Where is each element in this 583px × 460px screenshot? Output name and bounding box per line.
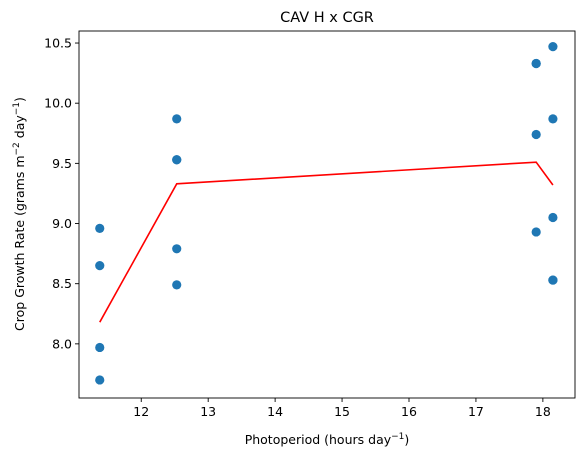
data-point [172, 114, 182, 124]
y-tick-label: 10.5 [44, 36, 72, 51]
data-point [531, 227, 541, 237]
y-axis-label: Crop Growth Rate (grams m−2 day−1) [12, 97, 27, 331]
y-tick-label: 8.5 [52, 276, 72, 291]
data-point [531, 129, 541, 140]
data-point [172, 280, 182, 290]
data-point [95, 223, 105, 233]
x-tick-label: 14 [267, 404, 283, 419]
data-point [548, 275, 558, 285]
data-point [548, 42, 558, 52]
x-tick-label: 18 [535, 404, 551, 419]
x-tick-label: 15 [334, 404, 350, 419]
plot-area [78, 30, 576, 399]
data-point [548, 114, 558, 124]
trend-line [99, 161, 554, 323]
data-point [172, 155, 182, 165]
data-point [95, 342, 105, 353]
y-tick-label: 10.0 [44, 96, 72, 111]
data-point [95, 261, 105, 271]
chart-title: CAV H x CGR [280, 10, 374, 26]
data-points [95, 42, 558, 385]
x-axis-ticks: 12 13 14 15 16 17 18 [133, 398, 551, 419]
x-tick-label: 12 [133, 404, 149, 419]
y-axis-ticks: 8.0 8.5 9.0 9.5 10.0 10.5 [44, 36, 79, 351]
x-tick-label: 17 [468, 404, 484, 419]
y-tick-label: 9.5 [52, 156, 72, 171]
data-point [172, 244, 182, 254]
data-point [95, 375, 105, 385]
x-tick-label: 16 [401, 404, 417, 419]
data-point [531, 58, 541, 69]
y-tick-label: 8.0 [52, 336, 72, 351]
x-axis-label: Photoperiod (hours day−1) [245, 432, 410, 447]
data-point [548, 212, 558, 223]
x-tick-label: 13 [200, 404, 216, 419]
y-tick-label: 9.0 [52, 216, 72, 231]
